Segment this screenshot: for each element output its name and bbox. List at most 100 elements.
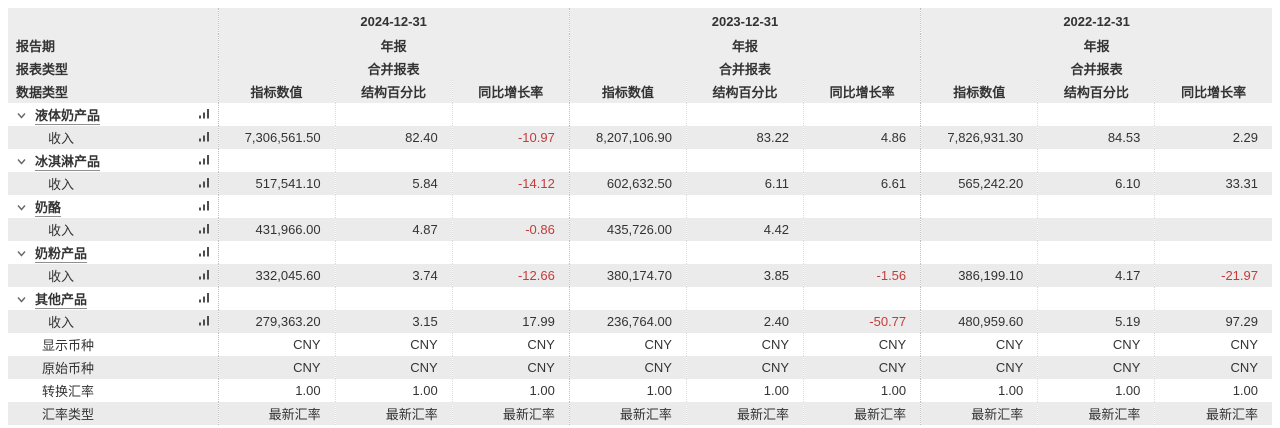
value-cell: -1.56 [803, 264, 921, 287]
metric-header-yoy: 同比增长率 [803, 80, 921, 103]
meta-label: 汇率类型 [42, 407, 95, 422]
segment-label-cell[interactable]: 冰淇淋产品 [8, 149, 218, 172]
value-cell: CNY [803, 356, 921, 379]
value-cell [920, 241, 1038, 264]
meta-label: 原始币种 [42, 361, 95, 376]
value-cell [803, 149, 921, 172]
value-cell [334, 195, 453, 218]
value-cell: -12.66 [451, 264, 570, 287]
segment-name[interactable]: 液体奶产品 [35, 107, 101, 125]
value-cell [803, 195, 921, 218]
value-cell: 97.29 [1154, 310, 1272, 333]
segment-label-cell[interactable]: 其他产品 [8, 287, 218, 310]
segment-name[interactable]: 奶粉产品 [35, 245, 88, 263]
value-cell: -21.97 [1154, 264, 1272, 287]
data-type-label: 数据类型 [8, 80, 218, 103]
value-cell: 602,632.50 [568, 172, 687, 195]
value-cell [217, 287, 336, 310]
bar-chart-icon[interactable] [198, 268, 210, 283]
value-cell: 最新汇率 [568, 402, 687, 425]
value-cell: -50.77 [803, 310, 921, 333]
segment-name[interactable]: 冰淇淋产品 [35, 153, 101, 171]
chevron-down-icon[interactable] [16, 247, 28, 262]
segment-row: 其他产品 [8, 287, 1272, 310]
value-cell: 33.31 [1154, 172, 1272, 195]
value-cell [685, 287, 804, 310]
bar-chart-icon[interactable] [198, 222, 210, 237]
bar-chart-icon[interactable] [198, 130, 210, 145]
chevron-down-icon[interactable] [16, 155, 28, 170]
revenue-label-cell[interactable]: 收入 [8, 126, 218, 149]
period-header-1: 2024-12-31 [217, 8, 570, 34]
bar-chart-icon[interactable] [198, 107, 210, 122]
bar-chart-icon[interactable] [198, 245, 210, 260]
value-cell [451, 241, 570, 264]
revenue-row: 收入 431,966.00 4.87 -0.86 435,726.00 4.42 [8, 218, 1272, 241]
revenue-row: 收入 279,363.20 3.15 17.99 236,764.00 2.40 -50.7… [8, 310, 1272, 333]
period-type-2: 年报 [568, 34, 921, 57]
value-cell [803, 103, 921, 126]
segment-label-cell[interactable]: 奶酪 [8, 195, 218, 218]
period-type-1: 年报 [217, 34, 570, 57]
value-cell: 1.00 [1037, 379, 1155, 402]
value-cell: 380,174.70 [568, 264, 687, 287]
segment-name[interactable]: 奶酪 [35, 199, 62, 217]
chevron-down-icon[interactable] [16, 201, 28, 216]
value-cell: 3.74 [334, 264, 453, 287]
statement-type-3: 合并报表 [920, 57, 1272, 80]
value-cell: 84.53 [1037, 126, 1155, 149]
chevron-down-icon[interactable] [16, 293, 28, 308]
revenue-label-cell[interactable]: 收入 [8, 172, 218, 195]
value-cell: CNY [217, 356, 336, 379]
value-cell: 517,541.10 [217, 172, 336, 195]
value-cell: 1.00 [1154, 379, 1272, 402]
value-cell: CNY [685, 333, 804, 356]
value-cell [1037, 149, 1155, 172]
value-cell: 1.00 [217, 379, 336, 402]
revenue-label-cell[interactable]: 收入 [8, 310, 218, 333]
segment-row: 冰淇淋产品 [8, 149, 1272, 172]
value-cell: CNY [1154, 356, 1272, 379]
value-cell: 最新汇率 [685, 402, 804, 425]
bar-chart-icon[interactable] [198, 199, 210, 214]
revenue-label-cell[interactable]: 收入 [8, 218, 218, 241]
bar-chart-icon[interactable] [198, 176, 210, 191]
bar-chart-icon[interactable] [198, 314, 210, 329]
value-cell [334, 287, 453, 310]
value-cell: 最新汇率 [1037, 402, 1155, 425]
value-cell: 4.17 [1037, 264, 1155, 287]
value-cell [920, 218, 1038, 241]
revenue-label: 收入 [48, 131, 75, 146]
value-cell: 7,826,931.30 [920, 126, 1038, 149]
value-cell [1037, 103, 1155, 126]
period-type-3: 年报 [920, 34, 1272, 57]
value-cell: 1.00 [334, 379, 453, 402]
value-cell [1154, 103, 1272, 126]
value-cell: 2.29 [1154, 126, 1272, 149]
revenue-label: 收入 [48, 177, 75, 192]
value-cell [217, 195, 336, 218]
metric-header-value: 指标数值 [920, 80, 1038, 103]
chevron-down-icon[interactable] [16, 109, 28, 124]
value-cell [685, 103, 804, 126]
segment-label-cell[interactable]: 奶粉产品 [8, 241, 218, 264]
value-cell: 最新汇率 [920, 402, 1038, 425]
segment-name[interactable]: 其他产品 [35, 291, 88, 309]
value-cell: 最新汇率 [334, 402, 453, 425]
value-cell: 332,045.60 [217, 264, 336, 287]
table-body: 液体奶产品 收入 7,306,561.50 82.40 -10.97 8,207,106.… [8, 103, 1272, 425]
segment-label-cell[interactable]: 液体奶产品 [8, 103, 218, 126]
value-cell: 1.00 [920, 379, 1038, 402]
period-header-2: 2023-12-31 [568, 8, 921, 34]
revenue-label-cell[interactable]: 收入 [8, 264, 218, 287]
value-cell: 236,764.00 [568, 310, 687, 333]
value-cell: 1.00 [803, 379, 921, 402]
bar-chart-icon[interactable] [198, 153, 210, 168]
bar-chart-icon[interactable] [198, 291, 210, 306]
value-cell [1037, 287, 1155, 310]
value-cell [568, 149, 687, 172]
value-cell: 1.00 [685, 379, 804, 402]
value-cell [451, 149, 570, 172]
value-cell: CNY [217, 333, 336, 356]
value-cell: 3.15 [334, 310, 453, 333]
